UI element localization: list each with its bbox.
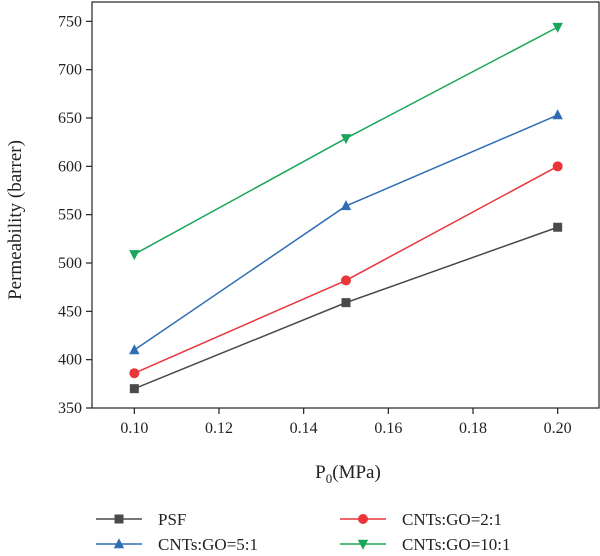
series-1 — [129, 222, 563, 394]
legend-item: PSF — [96, 510, 186, 529]
x-tick-label: 0.10 — [120, 420, 148, 437]
data-point — [552, 161, 563, 172]
x-tick-label: 0.14 — [290, 420, 318, 437]
legend-item: CNTs:GO=10:1 — [340, 535, 511, 554]
data-point — [341, 298, 351, 308]
data-point — [129, 250, 140, 261]
legend-label: CNTs:GO=5:1 — [158, 535, 258, 554]
data-point — [129, 384, 139, 394]
legend: PSF CNTs:GO=2:1 CNTs:GO=5:1 CNTs:GO=10:1 — [96, 510, 511, 554]
y-tick-label: 450 — [58, 303, 82, 320]
legend-item: CNTs:GO=2:1 — [340, 510, 502, 529]
series-line — [134, 226, 558, 390]
data-point — [340, 200, 352, 211]
y-tick-label: 350 — [58, 400, 82, 417]
data-point — [552, 22, 563, 33]
x-tick-label: 0.18 — [459, 420, 487, 437]
series-line — [133, 114, 558, 351]
x-axis-title-main: P — [315, 462, 326, 483]
x-axis-title-unit: (MPa) — [332, 462, 381, 483]
data-point — [129, 344, 140, 355]
x-tick-label: 0.16 — [374, 420, 402, 437]
series-2 — [129, 161, 563, 379]
legend-label: CNTs:GO=2:1 — [402, 510, 502, 529]
y-tick-label: 700 — [58, 62, 82, 79]
legend-label: PSF — [158, 510, 186, 529]
legend-marker — [114, 514, 124, 524]
y-tick-label: 750 — [58, 13, 82, 30]
y-tick-label: 600 — [58, 158, 82, 175]
data-point — [129, 368, 140, 379]
plot-frame — [91, 1, 600, 409]
plot-area — [91, 1, 600, 409]
series-3 — [129, 109, 563, 355]
x-axis-title-subscript: 0 — [326, 471, 333, 486]
series-4 — [129, 22, 563, 261]
data-point — [340, 134, 352, 145]
data-point — [552, 109, 563, 120]
y-axis: 350 400 450 500 550 600 650 700 750 — [58, 13, 92, 417]
data-point — [553, 222, 563, 232]
y-axis-title: Permeability (barrer) — [5, 140, 26, 300]
series-line — [134, 165, 559, 374]
y-tick-label: 550 — [58, 207, 82, 224]
x-axis-title: P0(MPa) — [315, 462, 381, 486]
legend-item: CNTs:GO=5:1 — [96, 535, 258, 554]
x-axis: 0.10 0.12 0.14 0.16 0.18 0.20 — [120, 408, 572, 437]
x-tick-label: 0.12 — [205, 420, 233, 437]
y-tick-label: 400 — [58, 352, 82, 369]
x-tick-label: 0.20 — [544, 420, 572, 437]
series-layer — [129, 22, 563, 394]
legend-label: CNTs:GO=10:1 — [402, 535, 511, 554]
legend-marker — [358, 514, 368, 524]
y-tick-label: 500 — [58, 255, 82, 272]
legend-marker — [357, 539, 369, 550]
data-point — [341, 275, 351, 286]
legend-marker — [113, 538, 125, 549]
y-tick-label: 650 — [58, 110, 82, 127]
